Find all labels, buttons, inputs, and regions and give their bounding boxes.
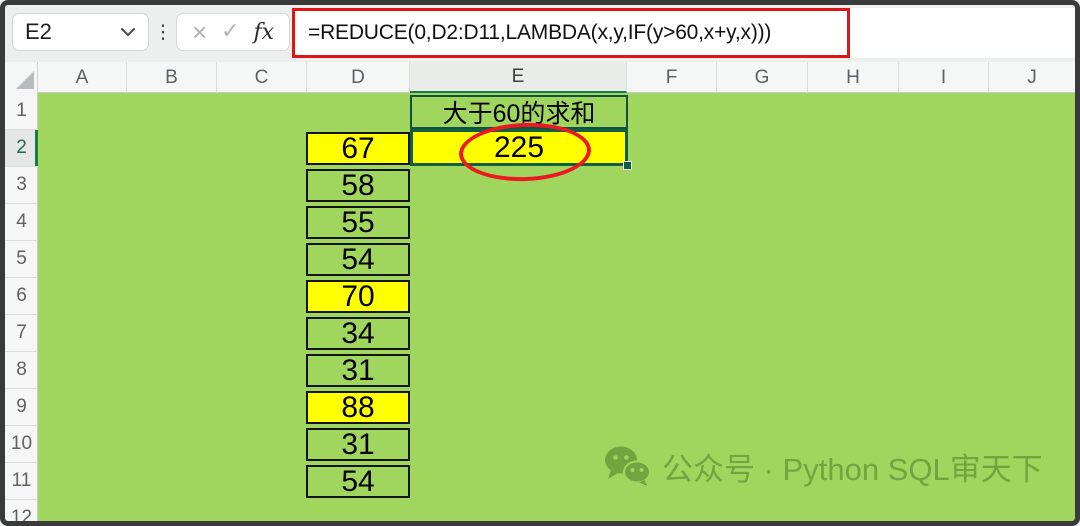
chevron-down-icon: [121, 28, 135, 37]
row-header-10[interactable]: 10: [5, 426, 38, 463]
row-header-12[interactable]: 12: [5, 500, 38, 526]
formula-buttons-group: × ✓ fx: [176, 13, 290, 51]
formula-annotation-box: =REDUCE(0,D2:D11,LAMBDA(x,y,IF(y>60,x+y,…: [292, 8, 850, 58]
cell-d8[interactable]: 31: [306, 354, 410, 387]
column-header-j[interactable]: J: [1027, 66, 1037, 88]
cell-d3[interactable]: 58: [306, 169, 410, 202]
select-all-corner[interactable]: [5, 62, 38, 93]
cell-d6[interactable]: 70: [306, 280, 410, 313]
row-header-6[interactable]: 6: [5, 278, 38, 315]
watermark: 公众号 · Python SQL审天下: [604, 440, 1043, 492]
row-header-3[interactable]: 3: [5, 167, 38, 204]
cell-e1-header[interactable]: 大于60的求和: [410, 95, 628, 129]
formula-text[interactable]: =REDUCE(0,D2:D11,LAMBDA(x,y,IF(y>60,x+y,…: [308, 21, 772, 44]
row-header-5[interactable]: 5: [5, 241, 38, 278]
row-header-1[interactable]: 1: [5, 93, 38, 130]
row-header-11[interactable]: 11: [5, 463, 38, 500]
enter-icon[interactable]: ✓: [221, 19, 240, 44]
row-header-8[interactable]: 8: [5, 352, 38, 389]
column-header-f[interactable]: F: [627, 62, 717, 93]
name-box-value: E2: [25, 19, 52, 44]
cell-d4[interactable]: 55: [306, 206, 410, 239]
fill-handle[interactable]: [623, 161, 632, 170]
watermark-text: 公众号 · Python SQL审天下: [662, 451, 1043, 487]
formula-bar-menu-dots-icon[interactable]: ⋮: [153, 21, 173, 43]
row-header-9[interactable]: 9: [5, 389, 38, 426]
column-header-b[interactable]: B: [127, 62, 217, 93]
select-all-triangle-icon: [16, 71, 34, 89]
row-header-7[interactable]: 7: [5, 315, 38, 352]
cell-d11[interactable]: 54: [306, 465, 410, 498]
cell-d7[interactable]: 34: [306, 317, 410, 350]
cell-d9[interactable]: 88: [306, 391, 410, 424]
cell-e2-selected[interactable]: 225: [410, 129, 628, 166]
column-header-i[interactable]: I: [899, 62, 989, 93]
row-header-2[interactable]: 2: [5, 130, 38, 167]
column-header-e[interactable]: E: [410, 62, 627, 93]
wechat-icon: [605, 446, 651, 486]
row-header-4[interactable]: 4: [5, 204, 38, 241]
name-box[interactable]: E2: [12, 13, 149, 51]
cell-d10[interactable]: 31: [306, 428, 410, 461]
insert-function-icon[interactable]: fx: [253, 19, 275, 45]
column-header-a[interactable]: A: [38, 62, 127, 93]
column-header-g[interactable]: G: [717, 62, 808, 93]
column-header-c[interactable]: C: [217, 62, 307, 93]
cell-d5[interactable]: 54: [306, 243, 410, 276]
cancel-icon[interactable]: ×: [191, 17, 208, 47]
column-header-d[interactable]: D: [307, 62, 410, 93]
column-header-h[interactable]: H: [808, 62, 899, 93]
cell-d2[interactable]: 67: [306, 132, 410, 165]
formula-toolbar: E2 ⋮ × ✓ fx =REDUCE(0,D2:D11,LAMBDA(x,y,…: [0, 0, 1080, 62]
